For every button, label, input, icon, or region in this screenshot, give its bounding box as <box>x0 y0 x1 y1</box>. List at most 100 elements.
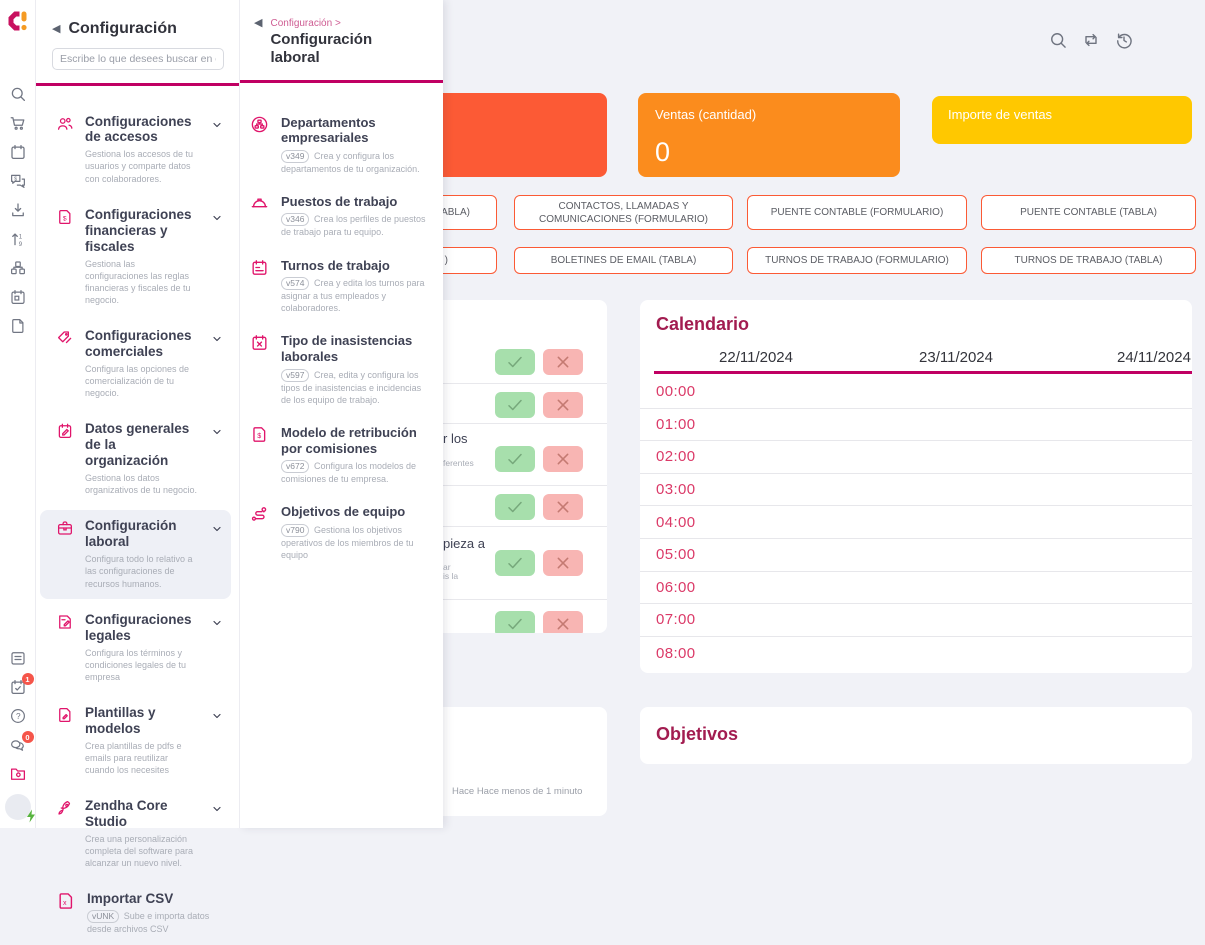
calendar-hour-row[interactable]: 08:00 <box>640 637 1192 670</box>
search-icon[interactable] <box>9 85 27 103</box>
sidebar-title: Configuración <box>68 20 177 37</box>
confirm-button[interactable] <box>495 611 535 633</box>
chat-badge: 0 <box>21 731 34 743</box>
back-chevron-icon[interactable]: ◀ <box>254 17 263 29</box>
chevron-down-icon[interactable] <box>211 710 223 722</box>
sidebar-item-configuracion-laboral[interactable]: Configuración laboral Configura todo lo … <box>40 510 231 599</box>
tasks-icon[interactable]: 1 <box>9 673 34 696</box>
calendar-hour-row[interactable]: 00:00 <box>640 376 1192 409</box>
reject-button[interactable] <box>543 392 583 418</box>
chevron-down-icon[interactable] <box>211 333 223 345</box>
sidebar-item-desc: Configura las opciones de comercializaci… <box>84 363 190 399</box>
history-icon[interactable] <box>1114 30 1134 50</box>
users-icon <box>57 117 73 130</box>
subpanel-item-puestos[interactable]: Puestos de trabajo v346 Crea los perfile… <box>250 194 433 239</box>
status-bolt-icon <box>26 809 35 823</box>
sidebar-search-input[interactable] <box>52 48 224 70</box>
shortcut-button-turnos-trabajo-formulario[interactable]: TURNOS DE TRABAJO (FORMULARIO) <box>747 247 967 274</box>
cart-icon[interactable] <box>9 114 27 132</box>
calendar-hour-row[interactable]: 02:00 <box>640 441 1192 474</box>
avatar[interactable] <box>4 794 35 823</box>
sidebar-item-datos-generales[interactable]: Datos generales de la organización Gesti… <box>40 413 231 505</box>
checklist-item-desc: ferentes <box>443 458 474 468</box>
sidebar-item-accesos[interactable]: Configuraciones de accesos Gestiona los … <box>40 106 231 194</box>
reject-button[interactable] <box>543 611 583 633</box>
calendar-hour-row[interactable]: 06:00 <box>640 572 1192 605</box>
shortcut-button-turnos-trabajo-tabla[interactable]: TURNOS DE TRABAJO (TABLA) <box>981 247 1196 274</box>
calendar-title: Calendario <box>656 314 750 334</box>
shortcut-button-boletines-email-tabla[interactable]: BOLETINES DE EMAIL (TABLA) <box>514 247 733 274</box>
document-icon[interactable] <box>9 317 27 335</box>
subpanel-item-desc: v790 Gestiona los objetivos operativos d… <box>281 523 414 560</box>
calendar-date-header: 23/11/2024 <box>919 349 993 366</box>
chevron-down-icon[interactable] <box>211 803 223 815</box>
calendar-hour-row[interactable]: 04:00 <box>640 506 1192 539</box>
calendar-hour-row[interactable]: 03:00 <box>640 474 1192 507</box>
reject-button[interactable] <box>543 446 583 472</box>
confirm-button[interactable] <box>495 349 535 375</box>
subpanel-title: Configuración laboral <box>270 31 373 66</box>
chevron-down-icon[interactable] <box>211 212 223 224</box>
template-doc-icon <box>59 707 71 722</box>
activity-timestamp: Hace Hace menos de 1 minuto <box>452 786 583 797</box>
back-chevron-icon[interactable]: ◀ <box>52 22 61 35</box>
chevron-down-icon[interactable] <box>211 119 223 131</box>
sidebar-item-zendha-core-studio[interactable]: Zendha Core Studio Crea una personalizac… <box>40 790 231 878</box>
list-icon[interactable] <box>9 649 27 667</box>
chevron-down-icon[interactable] <box>211 617 223 629</box>
svg-text:$: $ <box>63 215 67 222</box>
sync-icon[interactable] <box>1081 30 1101 50</box>
subpanel-item-objetivos[interactable]: Objetivos de equipo v790 Gestiona los ob… <box>250 504 433 561</box>
sidebar-item-desc: Crea plantillas de pdfs e emails para re… <box>84 740 182 776</box>
shortcut-button-contactos-formulario[interactable]: CONTACTOS, LLAMADAS Y COMUNICACIONES (FO… <box>514 195 733 230</box>
confirm-button[interactable] <box>495 494 535 520</box>
sidebar-item-importar-csv[interactable]: x Importar CSV vUNK Sube e importa datos… <box>40 883 231 944</box>
tasks-badge: 1 <box>21 673 34 685</box>
confirm-button[interactable] <box>495 392 535 418</box>
calendar-hour-row[interactable]: 07:00 <box>640 604 1192 637</box>
calendar-icon[interactable] <box>9 143 27 161</box>
download-icon[interactable] <box>9 201 27 219</box>
tags-icon <box>57 331 72 344</box>
reject-button[interactable] <box>543 349 583 375</box>
search-icon[interactable] <box>1048 30 1068 50</box>
reject-button[interactable] <box>543 494 583 520</box>
shortcut-button-puente-contable-formulario[interactable]: PUENTE CONTABLE (FORMULARIO) <box>747 195 967 230</box>
sidebar-item-desc: Gestiona las configuraciones las reglas … <box>84 258 191 305</box>
rocket-icon <box>58 801 71 815</box>
sidebar-item-comerciales[interactable]: Configuraciones comerciales Configura la… <box>40 320 231 408</box>
chat-dollar-icon[interactable]: $ <box>9 172 27 190</box>
subpanel-item-turnos[interactable]: Turnos de trabajo v574 Crea y edita los … <box>250 258 433 315</box>
shortcut-button-puente-contable-tabla[interactable]: PUENTE CONTABLE (TABLA) <box>981 195 1196 230</box>
sidebar-item-label: Configuraciones comerciales <box>84 328 192 360</box>
messages-icon[interactable]: 0 <box>9 731 34 754</box>
chevron-down-icon[interactable] <box>211 426 223 438</box>
subpanel-item-departamentos[interactable]: Departamentos empresariales v349 Crea y … <box>250 115 433 175</box>
calendar-hour-row[interactable]: 01:00 <box>640 409 1192 442</box>
version-badge: v672 <box>281 460 310 474</box>
finance-doc-icon: $ <box>59 209 71 224</box>
subpanel-item-label: Objetivos de equipo <box>281 504 406 520</box>
calendar-hour-row[interactable]: 05:00 <box>640 539 1192 572</box>
confirm-button[interactable] <box>495 446 535 472</box>
subpanel-item-inasistencias[interactable]: Tipo de inasistencias laborales v597 Cre… <box>250 333 433 405</box>
kpi-value: 0 <box>655 137 671 167</box>
breadcrumb[interactable]: Configuración > <box>270 18 341 29</box>
sidebar-item-label: Zendha Core Studio <box>84 798 168 830</box>
packages-icon[interactable] <box>9 259 27 277</box>
sidebar-item-plantillas[interactable]: Plantillas y modelos Crea plantillas de … <box>40 697 231 785</box>
reject-button[interactable] <box>543 550 583 576</box>
subpanel-item-retribucion[interactable]: $ Modelo de retribución por comisiones v… <box>250 425 433 485</box>
version-badge: v790 <box>281 523 310 537</box>
calendar-event-icon[interactable] <box>9 288 27 306</box>
help-icon[interactable]: ? <box>9 707 27 725</box>
sidebar-item-desc: Configura todo lo relativo a las configu… <box>84 554 193 589</box>
version-badge: v574 <box>281 277 310 291</box>
sidebar-item-legales[interactable]: Configuraciones legales Configura los té… <box>40 604 231 692</box>
chevron-down-icon[interactable] <box>211 523 223 535</box>
confirm-button[interactable] <box>495 550 535 576</box>
sidebar-item-financieras[interactable]: $ Configuraciones financieras y fiscales… <box>40 199 231 315</box>
project-folder-icon[interactable] <box>9 765 27 783</box>
hour-label: 02:00 <box>656 448 696 466</box>
